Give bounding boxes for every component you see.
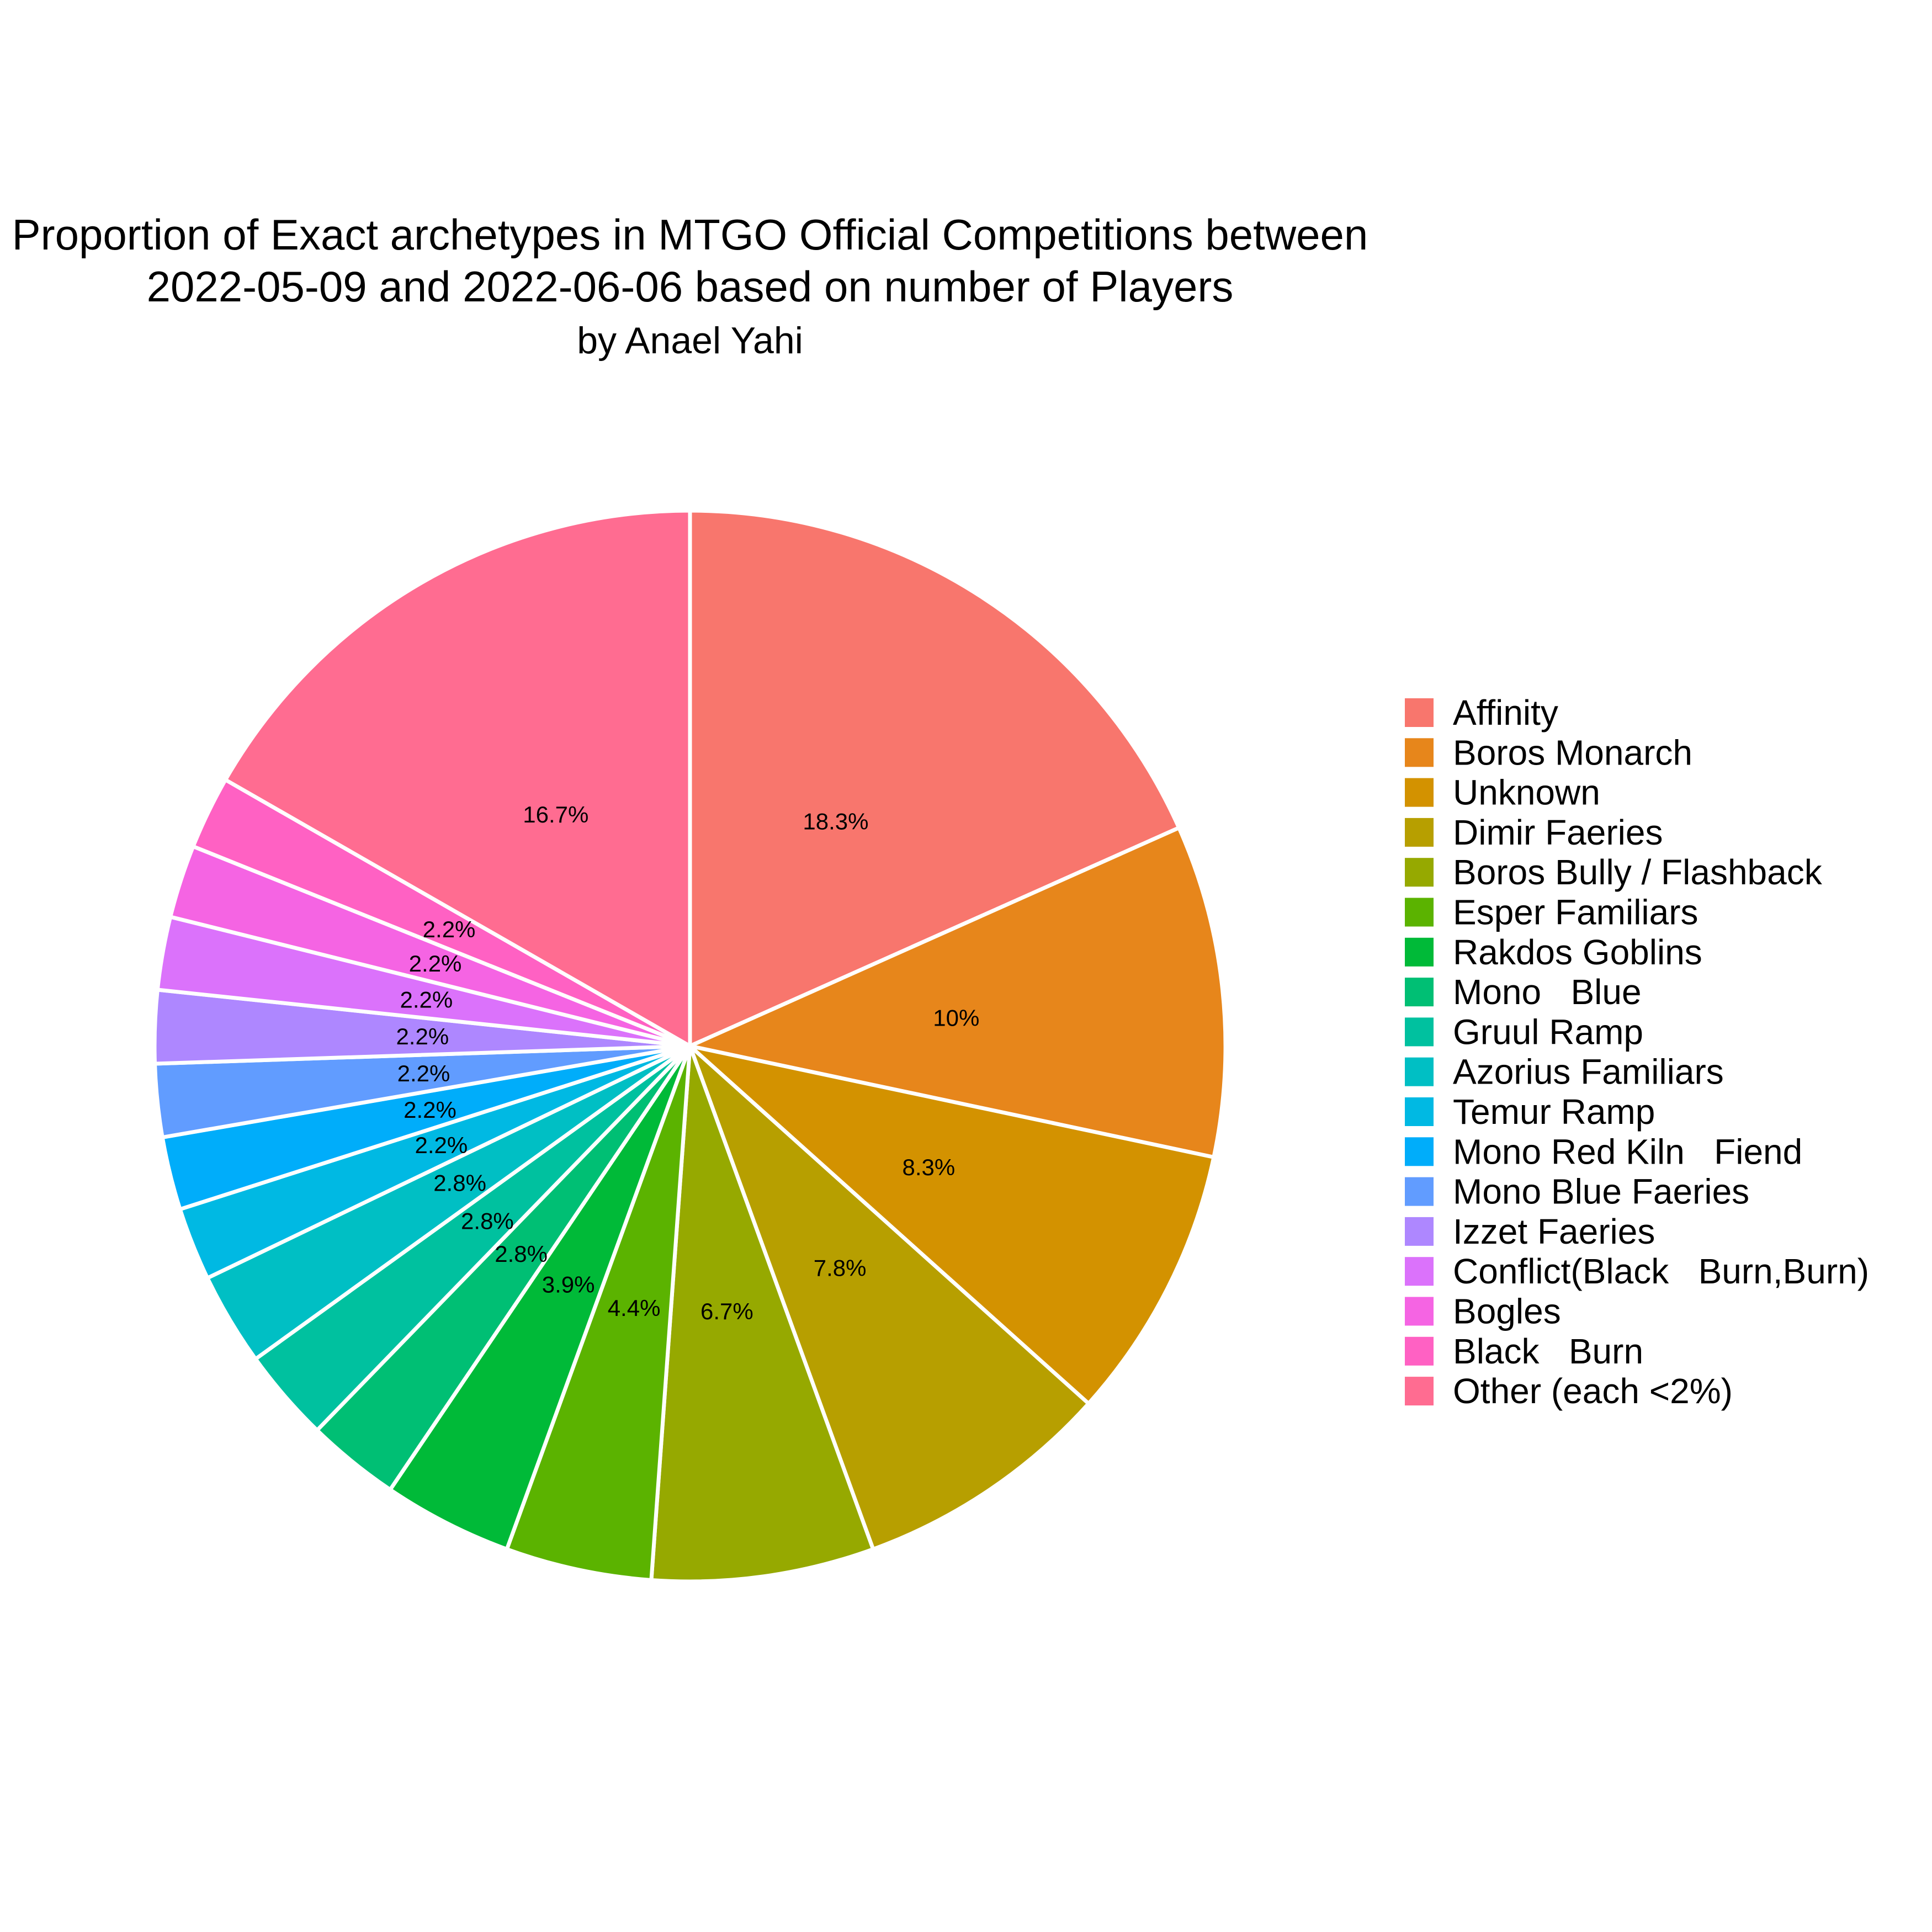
pie-slice <box>649 1044 875 1584</box>
legend-swatch <box>1405 1377 1434 1406</box>
legend-swatch <box>1405 818 1434 847</box>
legend-label: Rakdos Goblins <box>1453 932 1702 972</box>
slice-value-label: 2.8% <box>433 1170 486 1196</box>
legend-label: Unknown <box>1453 773 1600 813</box>
slice-value-label: 8.3% <box>903 1154 956 1180</box>
legend-label: Mono Blue Faeries <box>1453 1172 1749 1212</box>
legend-item: Black Burn <box>1405 1331 1643 1371</box>
slice-value-label: 3.9% <box>542 1272 595 1298</box>
slice-value-label: 2.8% <box>461 1208 514 1234</box>
legend-item: Izzet Faeries <box>1405 1212 1655 1251</box>
legend-swatch <box>1405 1097 1434 1126</box>
legend-item: Temur Ramp <box>1405 1092 1655 1132</box>
pie-slice <box>388 1044 692 1551</box>
legend-swatch <box>1405 1137 1434 1166</box>
legend-label: Mono Blue <box>1453 972 1642 1012</box>
legend-label: Gruul Ramp <box>1453 1012 1643 1052</box>
pie-slice <box>688 826 1228 1159</box>
legend-label: Izzet Faeries <box>1453 1212 1655 1251</box>
legend-swatch <box>1405 978 1434 1007</box>
legend-label: Affinity <box>1453 693 1558 733</box>
slice-value-label: 2.2% <box>400 986 453 1012</box>
slice-value-label: 7.8% <box>814 1255 867 1281</box>
pie-slice <box>223 508 692 1048</box>
legend-swatch <box>1405 1177 1434 1206</box>
pie-slice <box>688 1044 1091 1551</box>
slice-value-label: 16.7% <box>523 802 588 827</box>
legend-item: Rakdos Goblins <box>1405 932 1702 972</box>
legend-swatch <box>1405 698 1434 727</box>
legend-item: Boros Bully / Flashback <box>1405 852 1823 892</box>
legend-item: Boros Monarch <box>1405 733 1692 772</box>
legend-label: Dimir Faeries <box>1453 813 1663 852</box>
legend-swatch <box>1405 937 1434 967</box>
legend-item: Mono Red Kiln Fiend <box>1405 1132 1802 1171</box>
legend-item: Mono Blue <box>1405 972 1642 1012</box>
legend-item: Dimir Faeries <box>1405 813 1663 852</box>
legend-item: Other (each <2%) <box>1405 1371 1733 1411</box>
legend-label: Other (each <2%) <box>1453 1371 1733 1411</box>
slice-value-label: 2.8% <box>495 1241 548 1267</box>
chart-subtitle: by Anael Yahi <box>577 320 803 362</box>
chart-title: Proportion of Exact archetypes in MTGO O… <box>12 210 1368 362</box>
legend-label: Temur Ramp <box>1453 1092 1655 1132</box>
legend-swatch <box>1405 738 1434 767</box>
legend-item: Unknown <box>1405 773 1600 813</box>
slice-value-label: 2.2% <box>423 916 476 942</box>
legend-swatch <box>1405 1257 1434 1286</box>
legend-swatch <box>1405 1057 1434 1086</box>
legend-label: Mono Red Kiln Fiend <box>1453 1132 1802 1171</box>
legend-swatch <box>1405 1336 1434 1366</box>
legend-swatch <box>1405 1217 1434 1246</box>
slice-value-label: 2.2% <box>415 1132 468 1158</box>
slice-value-label: 6.7% <box>700 1298 753 1324</box>
pie-slice <box>688 508 1181 1048</box>
slice-value-label: 2.2% <box>404 1097 457 1123</box>
pie-slice <box>688 1044 1216 1406</box>
chart-title-line-2: 2022-05-09 and 2022-06-06 based on numbe… <box>147 262 1234 311</box>
legend-label: Boros Bully / Flashback <box>1453 852 1823 892</box>
legend-swatch <box>1405 778 1434 807</box>
legend-swatch <box>1405 1017 1434 1047</box>
legend-item: Conflict(Black Burn,Burn) <box>1405 1251 1869 1291</box>
chart-title-line-1: Proportion of Exact archetypes in MTGO O… <box>12 210 1368 259</box>
legend-swatch <box>1405 898 1434 927</box>
legend-item: Affinity <box>1405 693 1558 733</box>
legend-label: Esper Familiars <box>1453 893 1699 932</box>
slice-value-label: 18.3% <box>803 809 868 835</box>
legend-label: Bogles <box>1453 1292 1561 1331</box>
legend-item: Esper Familiars <box>1405 893 1699 932</box>
slice-value-label: 10% <box>933 1005 979 1031</box>
slice-value-label: 2.2% <box>397 1060 450 1086</box>
legend-swatch <box>1405 1297 1434 1326</box>
pie-slice-labels: 18.3% 10% 8.3% 7.8% 6.7% 4.4% 3.9% 2.8% 2.8% 2.8%… <box>396 802 979 1324</box>
pie-slices <box>152 508 1228 1584</box>
slice-value-label: 2.2% <box>409 951 462 976</box>
legend-label: Azorius Familiars <box>1453 1052 1724 1092</box>
slice-value-label: 2.2% <box>396 1023 449 1049</box>
legend-item: Mono Blue Faeries <box>1405 1172 1749 1212</box>
legend-label: Black Burn <box>1453 1331 1643 1371</box>
legend-item: Gruul Ramp <box>1405 1012 1643 1052</box>
pie-slice <box>505 1044 692 1582</box>
legend-item: Azorius Familiars <box>1405 1052 1724 1092</box>
legend-swatch <box>1405 858 1434 887</box>
legend-item: Bogles <box>1405 1292 1561 1331</box>
legend-label: Conflict(Black Burn,Burn) <box>1453 1251 1869 1291</box>
slice-value-label: 4.4% <box>608 1295 661 1321</box>
legend-label: Boros Monarch <box>1453 733 1692 772</box>
